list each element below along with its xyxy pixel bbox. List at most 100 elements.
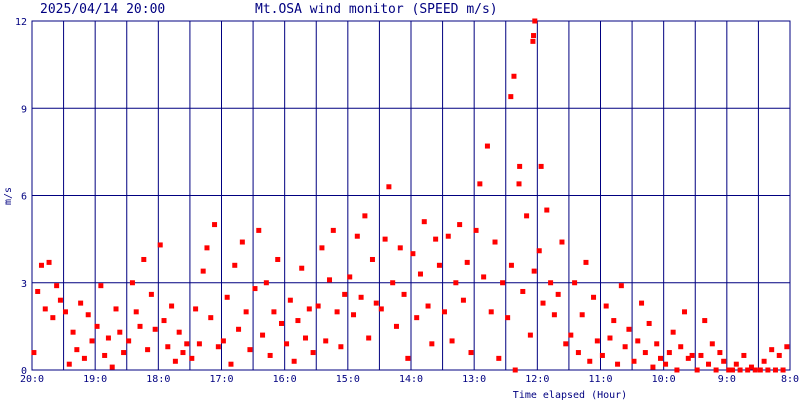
- point: [449, 338, 455, 344]
- point: [267, 352, 273, 358]
- point: [94, 323, 100, 329]
- point: [769, 347, 775, 353]
- point: [477, 181, 483, 187]
- point: [393, 323, 399, 329]
- point: [663, 361, 669, 367]
- point: [228, 361, 234, 367]
- point: [520, 288, 526, 294]
- point: [378, 306, 384, 312]
- point: [113, 306, 119, 312]
- point: [35, 288, 41, 294]
- point: [401, 291, 407, 297]
- point: [315, 303, 321, 309]
- point: [516, 181, 522, 187]
- point: [765, 367, 771, 373]
- point: [165, 344, 171, 350]
- y-axis-label: m/s: [3, 187, 14, 205]
- point: [414, 315, 420, 321]
- point: [66, 361, 72, 367]
- point: [180, 350, 186, 356]
- point: [784, 344, 790, 350]
- point: [373, 300, 379, 306]
- point: [702, 318, 708, 324]
- point: [484, 143, 490, 149]
- point: [682, 309, 688, 315]
- point: [508, 262, 514, 268]
- point: [551, 312, 557, 318]
- point: [599, 352, 605, 358]
- point: [626, 326, 632, 332]
- point: [709, 341, 715, 347]
- point: [445, 233, 451, 239]
- point: [126, 338, 132, 344]
- point: [347, 274, 353, 280]
- point: [354, 233, 360, 239]
- point: [631, 358, 637, 364]
- point: [594, 338, 600, 344]
- point: [152, 326, 158, 332]
- point: [215, 344, 221, 350]
- point: [618, 283, 624, 289]
- point: [622, 344, 628, 350]
- point: [310, 350, 316, 356]
- point: [615, 361, 621, 367]
- point: [531, 268, 537, 274]
- point: [351, 312, 357, 318]
- point: [583, 259, 589, 265]
- point: [141, 256, 147, 262]
- point: [421, 219, 427, 225]
- point: [287, 297, 293, 303]
- point: [89, 338, 95, 344]
- point: [121, 350, 127, 356]
- x-tick-label: 10:0: [652, 374, 676, 385]
- point: [366, 335, 372, 341]
- point: [505, 315, 511, 321]
- point: [303, 335, 309, 341]
- point: [752, 367, 758, 373]
- chart-subtitle: 2025/04/14 20:00: [40, 2, 165, 17]
- point: [717, 350, 723, 356]
- point: [511, 73, 517, 79]
- point: [291, 358, 297, 364]
- point: [102, 352, 108, 358]
- chart-title: Mt.OSA wind monitor (SPEED m/s): [255, 2, 498, 17]
- point: [678, 344, 684, 350]
- point: [247, 347, 253, 353]
- point: [532, 18, 538, 24]
- x-tick-label: 17:0: [209, 374, 233, 385]
- point: [492, 239, 498, 245]
- point: [473, 227, 479, 233]
- point: [726, 367, 732, 373]
- point: [429, 341, 435, 347]
- point: [157, 242, 163, 248]
- point: [721, 358, 727, 364]
- point: [713, 367, 719, 373]
- point: [685, 355, 691, 361]
- point: [748, 364, 754, 370]
- point: [275, 256, 281, 262]
- point: [42, 306, 48, 312]
- point: [579, 312, 585, 318]
- y-tick-label: 9: [21, 104, 27, 115]
- point: [169, 303, 175, 309]
- point: [642, 350, 648, 356]
- point: [57, 297, 63, 303]
- x-tick-label: 20:0: [20, 374, 44, 385]
- point: [330, 227, 336, 233]
- point: [334, 309, 340, 315]
- point: [148, 291, 154, 297]
- point: [243, 309, 249, 315]
- point: [129, 280, 135, 286]
- point: [38, 262, 44, 268]
- x-tick-label: 13:0: [462, 374, 486, 385]
- point: [572, 280, 578, 286]
- point: [382, 236, 388, 242]
- point: [741, 352, 747, 358]
- point: [184, 341, 190, 347]
- point: [239, 239, 245, 245]
- point: [587, 358, 593, 364]
- point: [81, 355, 87, 361]
- point: [441, 309, 447, 315]
- point: [109, 364, 115, 370]
